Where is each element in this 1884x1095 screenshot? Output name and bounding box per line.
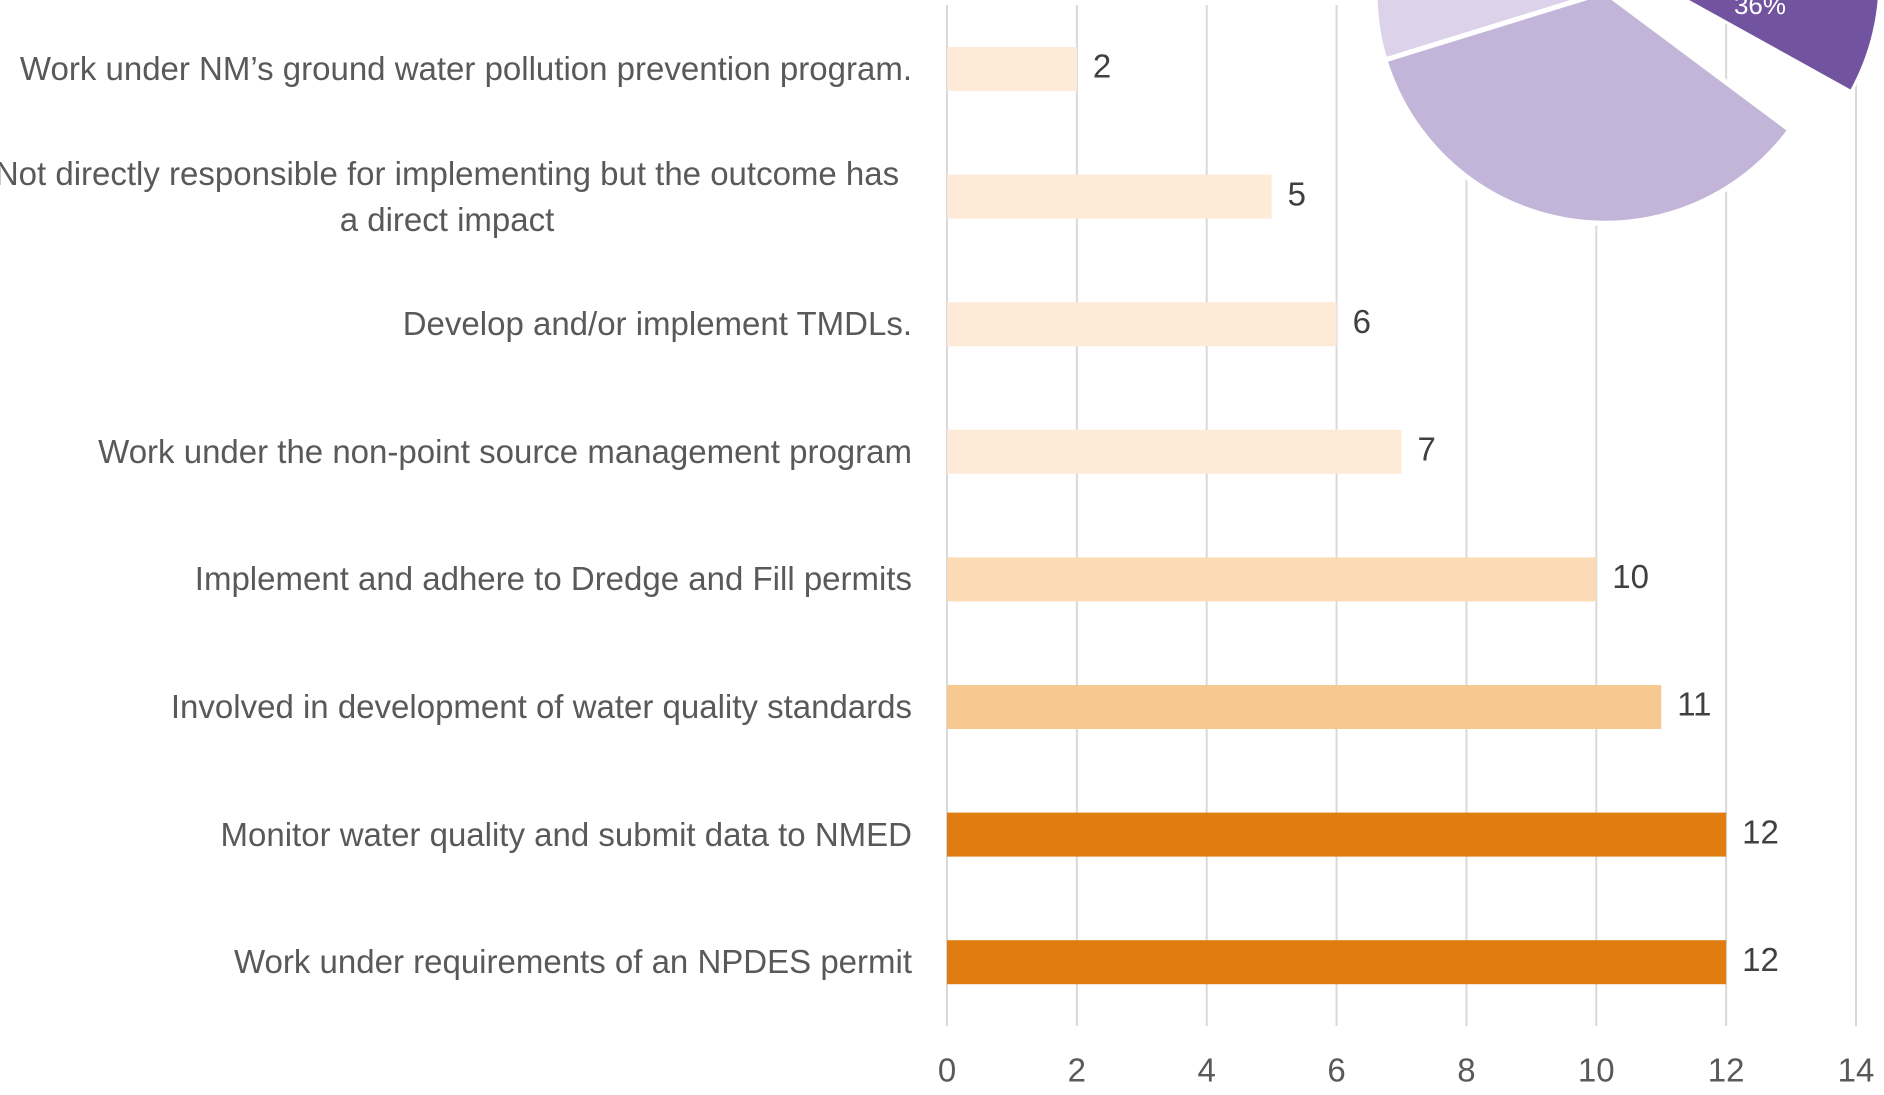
category-label: Develop and/or implement TMDLs. <box>0 274 912 374</box>
data-label: 7 <box>1418 431 1436 468</box>
x-tick-label: 10 <box>1578 1052 1615 1089</box>
x-tick-label: 8 <box>1457 1052 1475 1089</box>
category-label: Implement and adhere to Dredge and Fill … <box>0 529 912 629</box>
data-label: 12 <box>1742 941 1779 978</box>
bar <box>947 174 1272 219</box>
x-tick-label: 2 <box>1068 1052 1086 1089</box>
bar <box>947 812 1727 857</box>
x-tick-label: 6 <box>1327 1052 1345 1089</box>
category-label: Monitor water quality and submit data to… <box>0 785 912 885</box>
bar <box>947 557 1597 602</box>
data-label: 2 <box>1093 48 1111 85</box>
category-text: Monitor water quality and submit data to… <box>220 815 912 853</box>
category-label: Involved in development of water quality… <box>0 657 912 757</box>
category-label: Work under the non-point source manageme… <box>0 402 912 502</box>
category-label: Not directly responsible for implementin… <box>0 147 912 247</box>
data-label: 5 <box>1288 175 1306 212</box>
bar-plot: 0 2 4 6 8 10 12 14 2 5 6 7 10 11 12 12 <box>938 5 1875 1089</box>
category-text: Work under NM’s ground water pollution p… <box>19 50 912 87</box>
category-text: Involved in development of water quality… <box>170 688 912 725</box>
data-label: 12 <box>1742 813 1779 850</box>
bar <box>947 47 1077 91</box>
bar <box>947 940 1727 985</box>
pie-label: 36% <box>1734 0 1786 20</box>
pie-slice-decor <box>1381 0 1794 226</box>
data-label: 10 <box>1612 558 1649 595</box>
category-label: Work under requirements of an NPDES perm… <box>0 912 912 1012</box>
bar <box>947 302 1337 347</box>
category-text: Not directly responsible for implementin… <box>0 154 900 238</box>
pie-slice <box>1682 0 1881 94</box>
x-tick-label: 0 <box>938 1052 956 1089</box>
category-text: Work under the non-point source manageme… <box>98 432 912 470</box>
data-label: 11 <box>1677 686 1711 723</box>
bar <box>947 685 1662 729</box>
x-tick-label: 14 <box>1838 1052 1875 1089</box>
category-text: Implement and adhere to Dredge and Fill … <box>194 560 912 598</box>
category-text: Work under requirements of an NPDES perm… <box>234 943 912 981</box>
bar <box>947 429 1402 474</box>
category-text: Develop and/or implement TMDLs. <box>402 305 912 343</box>
x-tick-label: 12 <box>1708 1052 1745 1089</box>
data-label: 6 <box>1353 303 1371 340</box>
category-label: Work under NM’s ground water pollution p… <box>0 19 912 119</box>
x-tick-label: 4 <box>1198 1052 1216 1089</box>
